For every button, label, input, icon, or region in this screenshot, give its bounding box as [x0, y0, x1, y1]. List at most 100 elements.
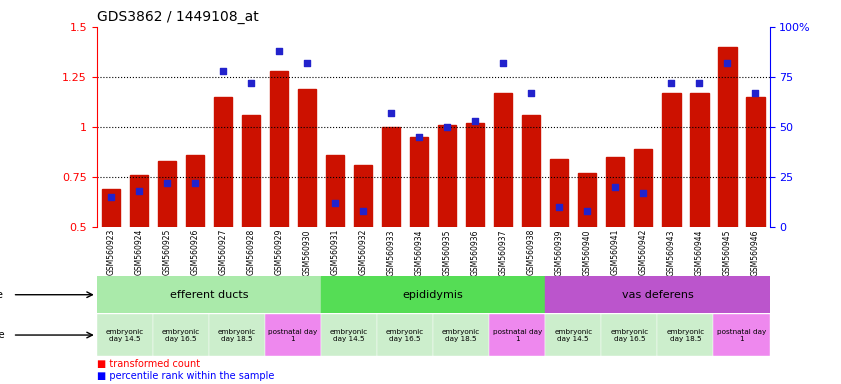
Text: GSM560937: GSM560937	[499, 229, 508, 276]
Bar	[214, 97, 232, 326]
Bar	[410, 137, 428, 326]
Text: GSM560940: GSM560940	[583, 229, 592, 276]
Point	[637, 190, 650, 196]
Point	[693, 80, 706, 86]
Text: GSM560925: GSM560925	[162, 229, 172, 275]
Point	[721, 60, 734, 66]
Text: GSM560935: GSM560935	[442, 229, 452, 276]
Bar	[713, 314, 770, 356]
Bar	[97, 314, 153, 356]
Text: GSM560943: GSM560943	[667, 229, 676, 276]
Text: GSM560928: GSM560928	[246, 229, 256, 275]
Text: embryonic
day 14.5: embryonic day 14.5	[330, 329, 368, 341]
Text: vas deferens: vas deferens	[621, 290, 693, 300]
Point	[748, 90, 762, 96]
Point	[104, 194, 118, 200]
Text: development stage: development stage	[0, 330, 4, 340]
Text: GSM560939: GSM560939	[555, 229, 563, 276]
Point	[441, 124, 454, 130]
Text: embryonic
day 14.5: embryonic day 14.5	[106, 329, 144, 341]
Bar	[494, 93, 512, 326]
Bar	[186, 155, 204, 326]
Text: GDS3862 / 1449108_at: GDS3862 / 1449108_at	[97, 10, 258, 25]
Point	[300, 60, 314, 66]
Bar	[746, 97, 764, 326]
Point	[496, 60, 510, 66]
Bar	[209, 314, 265, 356]
Point	[468, 118, 482, 124]
Text: postnatal day
1: postnatal day 1	[717, 329, 766, 341]
Point	[553, 204, 566, 210]
Bar	[545, 276, 770, 313]
Text: GSM560945: GSM560945	[723, 229, 732, 276]
Text: GSM560936: GSM560936	[471, 229, 479, 276]
Text: GSM560927: GSM560927	[219, 229, 227, 275]
Text: ■ transformed count: ■ transformed count	[97, 359, 200, 369]
Text: postnatal day
1: postnatal day 1	[493, 329, 542, 341]
Bar	[325, 155, 344, 326]
Bar	[130, 175, 148, 326]
Bar	[601, 314, 658, 356]
Bar	[466, 123, 484, 326]
Bar	[265, 314, 321, 356]
Bar	[382, 127, 400, 326]
Bar	[102, 189, 119, 326]
Point	[412, 134, 426, 140]
Text: embryonic
day 16.5: embryonic day 16.5	[161, 329, 200, 341]
Point	[664, 80, 678, 86]
Text: GSM560930: GSM560930	[303, 229, 311, 276]
Bar	[157, 161, 176, 326]
Bar	[718, 47, 737, 326]
Point	[216, 68, 230, 74]
Point	[357, 207, 370, 214]
Bar	[377, 314, 433, 356]
Bar	[550, 159, 569, 326]
Text: embryonic
day 18.5: embryonic day 18.5	[666, 329, 705, 341]
Point	[188, 180, 202, 186]
Text: embryonic
day 18.5: embryonic day 18.5	[218, 329, 256, 341]
Bar	[578, 173, 596, 326]
Text: tissue: tissue	[0, 290, 4, 300]
Bar	[658, 314, 713, 356]
Bar	[545, 314, 601, 356]
Bar	[321, 276, 545, 313]
Text: epididymis: epididymis	[403, 290, 463, 300]
Bar	[241, 115, 260, 326]
Bar	[634, 149, 653, 326]
Text: efferent ducts: efferent ducts	[170, 290, 248, 300]
Text: GSM560929: GSM560929	[274, 229, 283, 275]
Text: GSM560924: GSM560924	[135, 229, 143, 275]
Text: embryonic
day 16.5: embryonic day 16.5	[611, 329, 648, 341]
Text: postnatal day
1: postnatal day 1	[268, 329, 318, 341]
Bar	[153, 314, 209, 356]
Bar	[606, 157, 624, 326]
Point	[328, 200, 341, 206]
Bar	[270, 71, 288, 326]
Text: GSM560941: GSM560941	[611, 229, 620, 275]
Bar	[690, 93, 708, 326]
Bar	[354, 165, 372, 326]
Text: embryonic
day 14.5: embryonic day 14.5	[554, 329, 592, 341]
Text: GSM560934: GSM560934	[415, 229, 424, 276]
Bar	[489, 314, 545, 356]
Text: GSM560946: GSM560946	[751, 229, 760, 276]
Point	[525, 90, 538, 96]
Point	[244, 80, 257, 86]
Bar	[97, 276, 321, 313]
Text: GSM560938: GSM560938	[526, 229, 536, 275]
Text: GSM560933: GSM560933	[387, 229, 395, 276]
Text: GSM560932: GSM560932	[358, 229, 368, 275]
Bar	[438, 125, 456, 326]
Point	[609, 184, 622, 190]
Text: embryonic
day 18.5: embryonic day 18.5	[442, 329, 480, 341]
Point	[272, 48, 286, 54]
Bar	[321, 314, 377, 356]
Bar	[433, 314, 489, 356]
Text: GSM560931: GSM560931	[331, 229, 340, 275]
Point	[132, 187, 145, 194]
Point	[160, 180, 173, 186]
Text: GSM560926: GSM560926	[190, 229, 199, 275]
Bar	[298, 89, 316, 326]
Text: ■ percentile rank within the sample: ■ percentile rank within the sample	[97, 371, 274, 381]
Point	[384, 110, 398, 116]
